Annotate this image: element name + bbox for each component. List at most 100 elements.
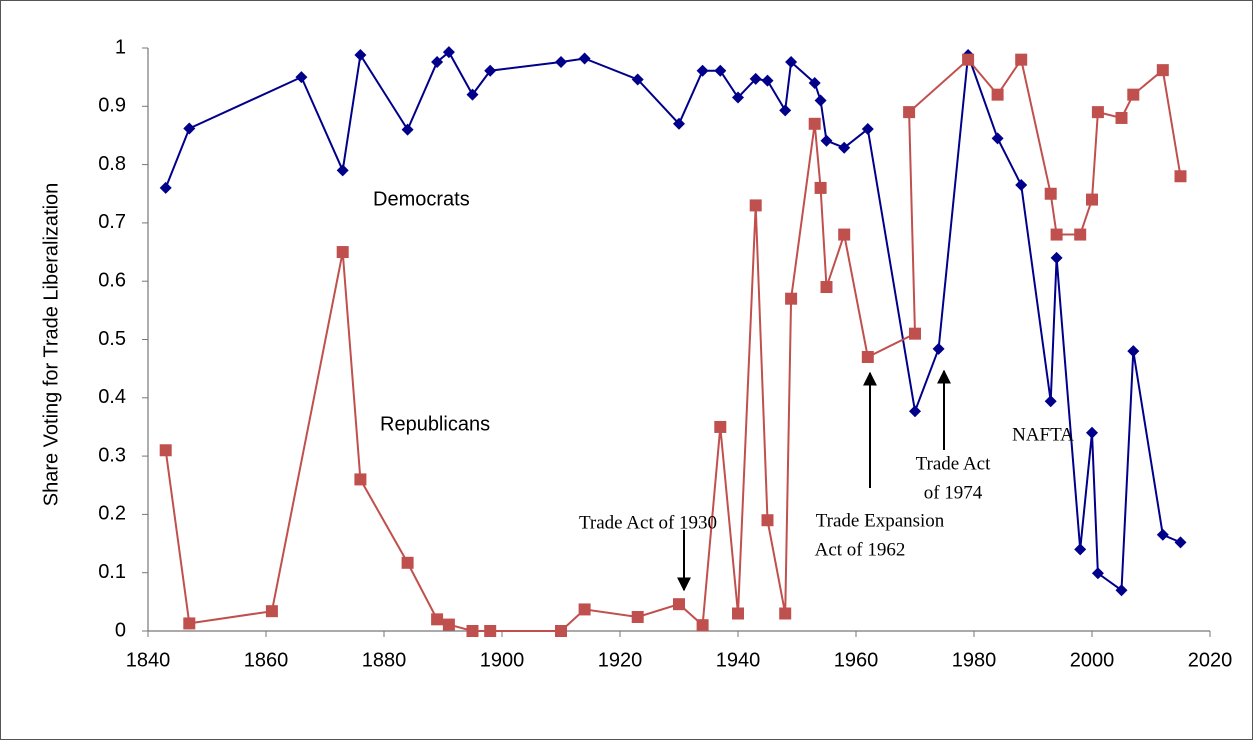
point	[1174, 536, 1187, 549]
point	[354, 48, 367, 61]
point	[991, 132, 1004, 145]
x-tick-label: 1960	[834, 649, 879, 671]
point	[466, 625, 479, 637]
point	[631, 73, 644, 86]
y-tick-label: 0.4	[98, 386, 126, 408]
point	[909, 405, 921, 418]
annotation: Act of 1962	[815, 539, 906, 560]
y-tick-label: 0.7	[98, 211, 126, 233]
x-tick-label: 1900	[480, 649, 525, 671]
point	[265, 605, 278, 618]
annotation: of 1974	[924, 482, 983, 503]
point	[431, 55, 444, 68]
point	[820, 281, 833, 294]
x-tick-label: 1920	[598, 649, 643, 671]
point	[336, 164, 349, 177]
point	[1091, 567, 1104, 580]
point	[401, 123, 414, 136]
point	[1127, 345, 1140, 358]
point	[779, 607, 792, 620]
point	[354, 473, 367, 486]
point	[183, 617, 196, 630]
point	[838, 141, 851, 154]
point	[159, 444, 172, 457]
point	[673, 117, 685, 130]
point	[1044, 187, 1057, 200]
series-label: Democrats	[373, 188, 470, 210]
point	[484, 625, 497, 637]
point	[1074, 228, 1087, 241]
y-tick-label: 0.6	[98, 269, 126, 291]
point	[466, 88, 479, 101]
point	[714, 420, 727, 433]
point	[903, 106, 916, 119]
point	[555, 55, 567, 68]
point	[442, 618, 455, 631]
point	[1127, 88, 1140, 101]
point	[1086, 426, 1098, 439]
series-label: Republicans	[380, 413, 490, 435]
point	[578, 603, 591, 616]
x-tick-label: 1860	[244, 649, 289, 671]
y-tick-label: 0.2	[98, 503, 126, 525]
point	[578, 52, 591, 65]
point	[673, 598, 685, 611]
point	[714, 64, 727, 77]
point	[1044, 395, 1057, 408]
point	[785, 292, 798, 305]
point	[820, 134, 833, 147]
point	[749, 72, 762, 85]
point	[159, 181, 172, 194]
x-tick-label: 1840	[126, 649, 171, 671]
point	[861, 123, 874, 136]
point	[1074, 543, 1087, 556]
y-axis-title: Share Voting for Trade Liberalization	[40, 183, 62, 507]
y-tick-label: 0.1	[98, 561, 126, 583]
point	[401, 556, 414, 569]
point	[1115, 584, 1128, 597]
point	[785, 55, 798, 68]
point	[808, 76, 821, 89]
point	[555, 625, 567, 637]
point	[1115, 111, 1128, 124]
y-tick-label: 0.5	[98, 328, 126, 350]
point	[336, 246, 349, 259]
point	[1174, 170, 1187, 183]
point	[442, 46, 455, 59]
point	[962, 53, 975, 66]
point	[732, 91, 744, 104]
y-tick-label: 0	[115, 619, 126, 641]
point	[808, 117, 821, 130]
point	[631, 611, 644, 624]
point	[732, 607, 744, 620]
point	[696, 619, 709, 632]
y-tick-label: 1	[115, 36, 126, 58]
series-line	[164, 50, 1181, 593]
point	[761, 74, 774, 87]
y-tick-label: 0.3	[98, 444, 126, 466]
point	[749, 199, 762, 212]
y-tick-label: 0.8	[98, 153, 126, 175]
point	[484, 64, 497, 77]
point	[1091, 106, 1104, 119]
point	[1050, 228, 1063, 241]
x-tick-label: 1880	[362, 649, 407, 671]
annotation: Trade Expansion	[816, 510, 945, 531]
x-tick-label: 1940	[716, 649, 761, 671]
annotation: Trade Act	[916, 453, 991, 474]
point	[1086, 193, 1098, 206]
point	[696, 64, 709, 77]
point	[1156, 64, 1169, 77]
point	[814, 181, 827, 194]
point	[1156, 528, 1169, 541]
point	[1015, 179, 1028, 192]
point	[779, 104, 792, 117]
x-tick-label: 1980	[952, 649, 997, 671]
point	[1015, 53, 1028, 66]
y-tick-label: 0.9	[98, 95, 126, 117]
point	[861, 350, 874, 363]
point	[932, 342, 945, 355]
point	[838, 228, 851, 241]
point	[761, 514, 774, 527]
